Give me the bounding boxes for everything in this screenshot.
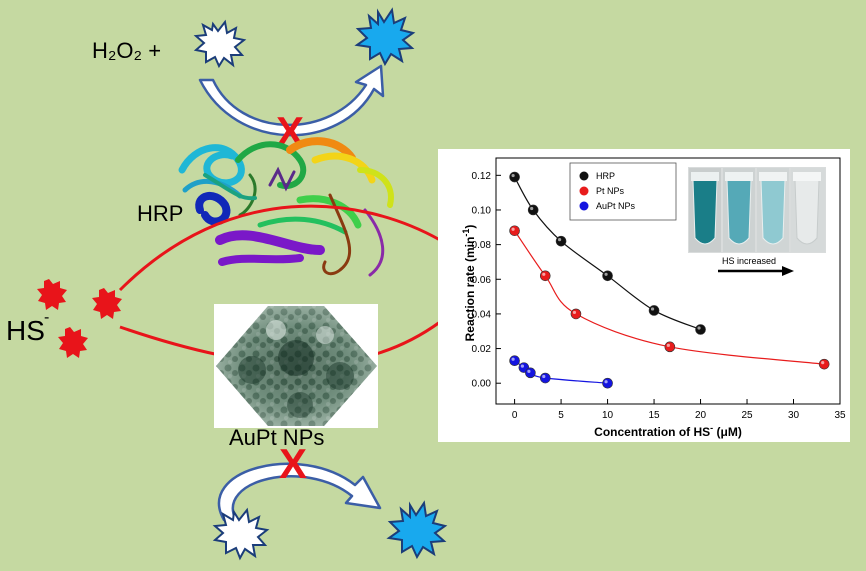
inset-arrow-head	[782, 266, 794, 276]
data-point-highlight	[511, 357, 515, 361]
hs-label: HS	[6, 315, 45, 346]
substrate-star-top	[193, 19, 247, 69]
x-tick-label: 30	[788, 410, 800, 421]
x-tick-label: 20	[695, 410, 707, 421]
product-star-top	[354, 7, 416, 67]
sulfide-ions	[37, 279, 122, 358]
legend-marker-hrp	[579, 171, 589, 181]
data-point	[525, 367, 536, 379]
data-point	[555, 235, 567, 247]
hrp-label: HRP	[137, 201, 183, 226]
data-point-highlight	[604, 380, 608, 384]
data-point	[602, 270, 613, 282]
y-axis-title: Reaction rate (min-1)	[461, 225, 477, 342]
data-point-highlight	[572, 310, 577, 315]
data-point-highlight	[666, 343, 670, 347]
data-point	[509, 355, 520, 366]
reaction-arrow-top	[198, 64, 385, 137]
y-tick-label: 0.12	[472, 171, 492, 182]
x-tick-label: 0	[512, 410, 518, 421]
product-star-bottom	[386, 500, 448, 560]
x-tick-label: 15	[648, 410, 660, 421]
aupt-label: AuPt NPs	[229, 425, 324, 450]
data-point-highlight	[557, 238, 562, 242]
y-tick-label: 0.10	[472, 205, 492, 216]
fit-curve-1	[514, 230, 825, 365]
legend-label-aupt: AuPt NPs	[596, 201, 636, 211]
data-point	[648, 305, 660, 316]
plot-frame	[495, 157, 841, 405]
data-point	[509, 225, 520, 237]
data-point	[539, 372, 551, 384]
data-point-highlight	[520, 364, 524, 368]
chart-panel: HRP Pt NPs AuPt NPs HS increased React	[438, 149, 850, 442]
legend-marker-pt	[579, 186, 589, 196]
sulfide-ion-3	[58, 327, 88, 358]
data-point	[509, 171, 520, 183]
data-point-highlight	[511, 227, 515, 231]
data-point	[664, 341, 676, 353]
sulfide-ion-1	[37, 279, 67, 310]
chart-legend: HRP Pt NPs AuPt NPs	[569, 162, 677, 221]
data-point	[695, 324, 706, 335]
data-point	[539, 270, 551, 282]
data-point-highlight	[821, 361, 825, 365]
data-point	[818, 358, 830, 370]
y-tick-label: 0.04	[472, 309, 492, 320]
hs-superscript: -	[44, 309, 49, 326]
x-tick-label: 5	[558, 410, 564, 421]
data-point-highlight	[527, 369, 531, 373]
data-point	[527, 204, 539, 216]
y-tick-label: 0.02	[472, 344, 492, 355]
substrate-star-bottom	[212, 507, 270, 561]
legend-marker-aupt	[579, 201, 589, 211]
data-point-highlight	[650, 307, 655, 311]
tubes-photo-inset	[688, 167, 826, 253]
chart-points	[509, 171, 830, 389]
x-tick-label: 25	[741, 410, 753, 421]
chart-axes: 0 5 10 15 20 25 30 35 0.00 0.02 0.04 0.06 0.08 0.10 0.…	[472, 171, 846, 421]
data-point-highlight	[511, 173, 515, 178]
x-axis-title: Concentration of HS- (μM)	[594, 423, 742, 439]
y-tick-label: 0.06	[472, 275, 492, 286]
data-point-highlight	[530, 206, 534, 211]
aupt-tem-image	[214, 304, 378, 428]
data-point-highlight	[542, 374, 546, 379]
data-point-highlight	[542, 272, 546, 276]
y-tick-label: 0.08	[472, 240, 492, 251]
data-point-highlight	[604, 272, 608, 276]
connector-curve-upper	[118, 204, 441, 292]
inhibition-cross-bottom: X	[279, 440, 307, 487]
data-point	[570, 308, 582, 320]
data-point-highlight	[697, 326, 701, 330]
x-tick-label: 10	[602, 410, 614, 421]
inset-arrow-label: HS increased	[722, 256, 776, 266]
legend-label-pt: Pt NPs	[596, 186, 625, 196]
h2o2-plus-label: H₂O₂ +	[92, 38, 161, 63]
legend-label-hrp: HRP	[596, 171, 615, 181]
data-point	[602, 377, 613, 389]
x-tick-label: 35	[834, 410, 846, 421]
sulfide-ion-2	[92, 288, 122, 319]
reaction-arrow-bottom	[217, 462, 382, 522]
y-tick-label: 0.00	[472, 379, 492, 390]
hrp-protein-structure	[178, 137, 394, 277]
